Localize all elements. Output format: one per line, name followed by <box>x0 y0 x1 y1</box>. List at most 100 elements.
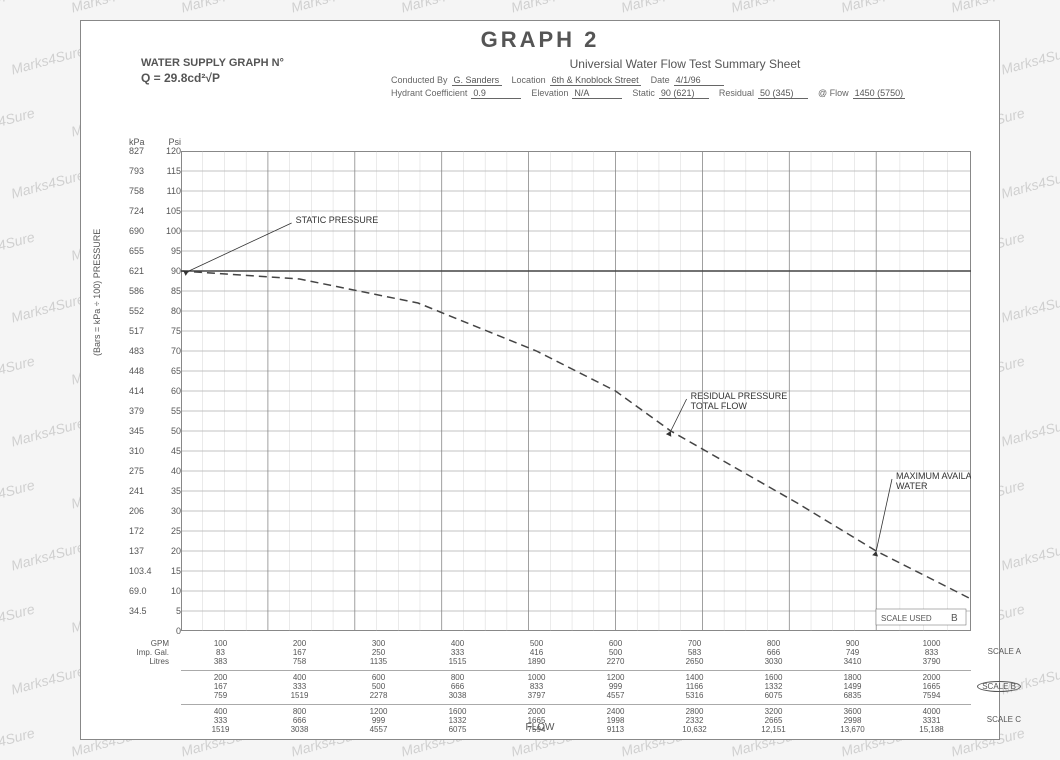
x-cell: 3200 <box>734 707 813 716</box>
flow-value: 1450 (5750) <box>853 88 906 99</box>
x-cell: 400 <box>418 639 497 648</box>
x-cell: 1332 <box>734 682 813 691</box>
x-cell: 1519 <box>181 725 260 734</box>
x-cell: 167 <box>260 648 339 657</box>
x-cell: 12,151 <box>734 725 813 734</box>
x-cell: 1135 <box>339 657 418 666</box>
y-kpa: 827 <box>129 146 144 156</box>
x-row-label: Litres <box>135 657 175 666</box>
static-value: 90 (621) <box>659 88 709 99</box>
y-psi: 85 <box>171 286 181 296</box>
x-cell: 4000 <box>892 707 971 716</box>
y-kpa: 517 <box>129 326 144 336</box>
x-cell: 4557 <box>339 725 418 734</box>
x-row-label: GPM <box>135 639 175 648</box>
chart-annotation: MAXIMUM AVAILABLE <box>896 471 971 481</box>
location-value: 6th & Knoblock Street <box>550 75 641 86</box>
conducted-by-value: G. Sanders <box>452 75 502 86</box>
y-psi: 45 <box>171 446 181 456</box>
y-psi: 15 <box>171 566 181 576</box>
y-kpa: 172 <box>129 526 144 536</box>
y-kpa: 69.0 <box>129 586 147 596</box>
x-cell: 800 <box>734 639 813 648</box>
y-psi: 115 <box>167 166 181 176</box>
y-kpa: 483 <box>129 346 144 356</box>
x-cell: 2270 <box>576 657 655 666</box>
x-cell: 10,632 <box>655 725 734 734</box>
x-cell: 3038 <box>260 725 339 734</box>
x-cell: 1166 <box>655 682 734 691</box>
elevation-label: Elevation <box>531 88 568 98</box>
location-label: Location <box>512 75 546 85</box>
date-label: Date <box>651 75 670 85</box>
y-kpa: 137 <box>129 546 144 556</box>
x-cell: 83 <box>181 648 260 657</box>
x-cell: 1200 <box>576 673 655 682</box>
scale-name: SCALE B <box>977 681 1021 692</box>
x-cell: 6075 <box>418 725 497 734</box>
y-psi: 30 <box>171 506 181 516</box>
x-cell: 200 <box>181 673 260 682</box>
x-cell: 4557 <box>576 691 655 700</box>
x-cell: 1519 <box>260 691 339 700</box>
y-psi: 90 <box>171 266 181 276</box>
chart-annotation: TOTAL FLOW <box>691 401 748 411</box>
x-cell: 333 <box>181 716 260 725</box>
y-kpa: 621 <box>129 266 144 276</box>
x-cell: 3030 <box>734 657 813 666</box>
y-label-column: kPa Psi 82712079311575811072410569010065… <box>129 151 181 631</box>
scale-name: SCALE A <box>988 647 1021 656</box>
x-cell: 3797 <box>497 691 576 700</box>
y-kpa: 241 <box>129 486 144 496</box>
y-psi: 110 <box>167 186 181 196</box>
y-psi: 100 <box>166 226 181 236</box>
graph-sheet: GRAPH 2 WATER SUPPLY GRAPH N° Q = 29.8cd… <box>80 20 1000 740</box>
y-psi: 65 <box>171 366 181 376</box>
x-cell: 7594 <box>892 691 971 700</box>
x-cell: 833 <box>892 648 971 657</box>
chart-svg: STATIC PRESSURE RESIDUAL PRESSURETOTAL FL… <box>181 151 971 631</box>
x-cell: 2998 <box>813 716 892 725</box>
x-cell: 583 <box>655 648 734 657</box>
x-cell: 100 <box>181 639 260 648</box>
x-cell: 749 <box>813 648 892 657</box>
y-kpa: 34.5 <box>129 606 147 616</box>
x-cell: 3600 <box>813 707 892 716</box>
y-kpa: 793 <box>129 166 144 176</box>
chart-annotation: STATIC PRESSURE <box>296 215 379 225</box>
x-cell: 400 <box>181 707 260 716</box>
x-cell: 1400 <box>655 673 734 682</box>
y-kpa: 103.4 <box>129 566 152 576</box>
y-psi: 55 <box>171 406 181 416</box>
x-cell: 800 <box>418 673 497 682</box>
y-kpa: 310 <box>129 446 144 456</box>
x-cell: 1890 <box>497 657 576 666</box>
date-value: 4/1/96 <box>674 75 724 86</box>
x-cell: 1998 <box>576 716 655 725</box>
x-cell: 1800 <box>813 673 892 682</box>
x-cell: 13,670 <box>813 725 892 734</box>
x-cell: 1600 <box>734 673 813 682</box>
x-cell: 2800 <box>655 707 734 716</box>
x-cell: 500 <box>339 682 418 691</box>
y-kpa: 655 <box>129 246 144 256</box>
x-cell: 833 <box>497 682 576 691</box>
x-cell: 1332 <box>418 716 497 725</box>
y-psi: 105 <box>166 206 181 216</box>
chart-annotation: RESIDUAL PRESSURE <box>691 391 788 401</box>
x-cell: 666 <box>260 716 339 725</box>
x-cell: 3790 <box>892 657 971 666</box>
x-cell: 700 <box>655 639 734 648</box>
y-psi: 80 <box>171 306 181 316</box>
y-kpa: 552 <box>129 306 144 316</box>
y-kpa: 758 <box>129 186 144 196</box>
summary-block: Universial Water Flow Test Summary Sheet… <box>391 57 979 101</box>
y-kpa: 345 <box>129 426 144 436</box>
x-cell: 900 <box>813 639 892 648</box>
x-cell: 1000 <box>892 639 971 648</box>
y-kpa: 586 <box>129 286 144 296</box>
x-cell: 333 <box>260 682 339 691</box>
x-cell: 1600 <box>418 707 497 716</box>
x-cell: 2665 <box>734 716 813 725</box>
x-cell: 2400 <box>576 707 655 716</box>
